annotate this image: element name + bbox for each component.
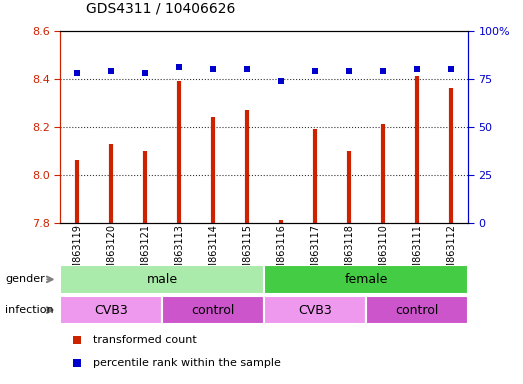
Bar	[264, 296, 366, 324]
Text: CVB3: CVB3	[298, 304, 332, 316]
Bar	[60, 296, 162, 324]
Text: control: control	[395, 304, 439, 316]
Text: CVB3: CVB3	[94, 304, 128, 316]
Bar	[162, 296, 264, 324]
Text: male: male	[146, 273, 178, 286]
Bar	[60, 265, 264, 294]
Text: female: female	[345, 273, 388, 286]
Text: control: control	[191, 304, 235, 316]
Text: gender: gender	[5, 274, 45, 285]
Text: percentile rank within the sample: percentile rank within the sample	[94, 358, 281, 368]
Text: transformed count: transformed count	[94, 335, 197, 345]
Bar	[366, 296, 468, 324]
Text: GDS4311 / 10406626: GDS4311 / 10406626	[86, 2, 236, 15]
Bar	[264, 265, 468, 294]
Text: infection: infection	[5, 305, 54, 315]
